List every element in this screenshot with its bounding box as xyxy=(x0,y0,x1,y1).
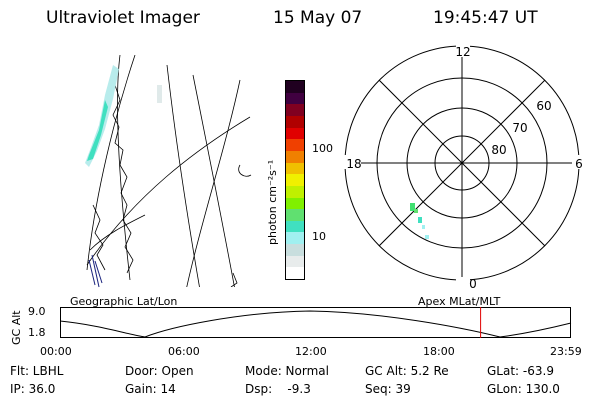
timeline-geographic-title: Geographic Lat/Lon xyxy=(70,295,178,308)
mlat-label-60: 60 xyxy=(536,99,551,113)
polar-mlat-mlt-plot: 12 0 18 6 60 70 80 xyxy=(343,45,586,290)
latitude-line xyxy=(86,116,251,266)
status-glat: GLat: -63.9 xyxy=(487,364,554,378)
mlt-label-6: 6 xyxy=(575,157,583,171)
timeline-y-label: GC Alt xyxy=(10,310,23,345)
coastline-path xyxy=(92,204,106,271)
colorbar-segment xyxy=(286,244,304,256)
meridian-line xyxy=(192,74,235,287)
observation-date: 15 May 07 xyxy=(273,8,363,28)
colorbar-tick-100: 100 xyxy=(312,142,333,155)
colorbar-segment xyxy=(286,267,304,279)
timeline-x-tick-2359: 23:59 xyxy=(550,345,582,358)
status-glon: GLon: 130.0 xyxy=(487,382,560,396)
meridian-line xyxy=(86,55,136,271)
colorbar-segment xyxy=(286,116,304,128)
geographic-map-panel xyxy=(85,55,252,288)
colorbar-segment xyxy=(286,139,304,151)
mlat-label-70: 70 xyxy=(512,121,527,135)
colorbar-segment xyxy=(286,220,304,233)
meridian-line xyxy=(186,79,241,287)
colorbar xyxy=(285,80,305,280)
colorbar-segment xyxy=(286,185,304,198)
colorbar-segment xyxy=(286,209,304,221)
timeline-y-tick-1-8: 1.8 xyxy=(28,326,46,339)
colorbar-segment xyxy=(286,162,304,175)
colorbar-segment xyxy=(286,174,304,186)
colorbar-segment xyxy=(286,255,304,268)
mlt-label-0: 0 xyxy=(469,277,477,290)
status-gain: Gain: 14 xyxy=(125,382,176,396)
colorbar-segment xyxy=(286,104,304,117)
meridian-line xyxy=(166,64,200,287)
island-outline xyxy=(230,272,238,287)
timeline-y-tick-9: 9.0 xyxy=(28,305,46,318)
status-door: Door: Open xyxy=(125,364,194,378)
mlt-diagonal xyxy=(378,79,546,247)
status-mode: Mode: Normal xyxy=(245,364,329,378)
status-seq: Seq: 39 xyxy=(365,382,411,396)
altitude-timeline xyxy=(60,307,572,338)
footprint-track xyxy=(94,260,103,284)
status-dsp: Dsp: -9.3 xyxy=(245,382,311,396)
observation-time: 19:45:47 UT xyxy=(433,8,538,28)
instrument-title: Ultraviolet Imager xyxy=(46,8,200,28)
footprint-track xyxy=(88,259,96,286)
timeline-x-tick-0600: 06:00 xyxy=(168,345,200,358)
timeline-x-tick-0000: 00:00 xyxy=(40,345,72,358)
timeline-frame xyxy=(60,307,571,338)
latitude-line xyxy=(89,214,146,251)
status-filter: Flt: LBHL xyxy=(10,364,64,378)
colorbar-segment xyxy=(286,81,304,93)
timeline-apex-title: Apex MLat/MLT xyxy=(418,295,501,308)
mlt-label-18: 18 xyxy=(346,157,361,171)
status-gc-alt: GC Alt: 5.2 Re xyxy=(365,364,449,378)
mlt-label-12: 12 xyxy=(455,45,470,59)
colorbar-segment xyxy=(286,92,304,105)
polar-emission xyxy=(410,203,429,239)
footprint-track xyxy=(91,254,100,288)
timeline-x-tick-1200: 12:00 xyxy=(295,345,327,358)
colorbar-segment xyxy=(286,197,304,210)
colorbar-segment xyxy=(286,150,304,163)
colorbar-segment xyxy=(286,127,304,140)
island-outline xyxy=(238,164,252,177)
altitude-curve xyxy=(60,310,572,338)
colorbar-tick-10: 10 xyxy=(312,230,326,243)
colorbar-label: photon cm⁻²s⁻¹ xyxy=(266,159,279,245)
timeline-x-tick-1800: 18:00 xyxy=(423,345,455,358)
meridian-line xyxy=(117,55,131,281)
colorbar-segment xyxy=(286,232,304,245)
auroral-emission xyxy=(85,65,162,167)
mlat-label-80: 80 xyxy=(491,143,506,157)
coastline-path xyxy=(112,84,134,274)
status-ip: IP: 36.0 xyxy=(10,382,56,396)
